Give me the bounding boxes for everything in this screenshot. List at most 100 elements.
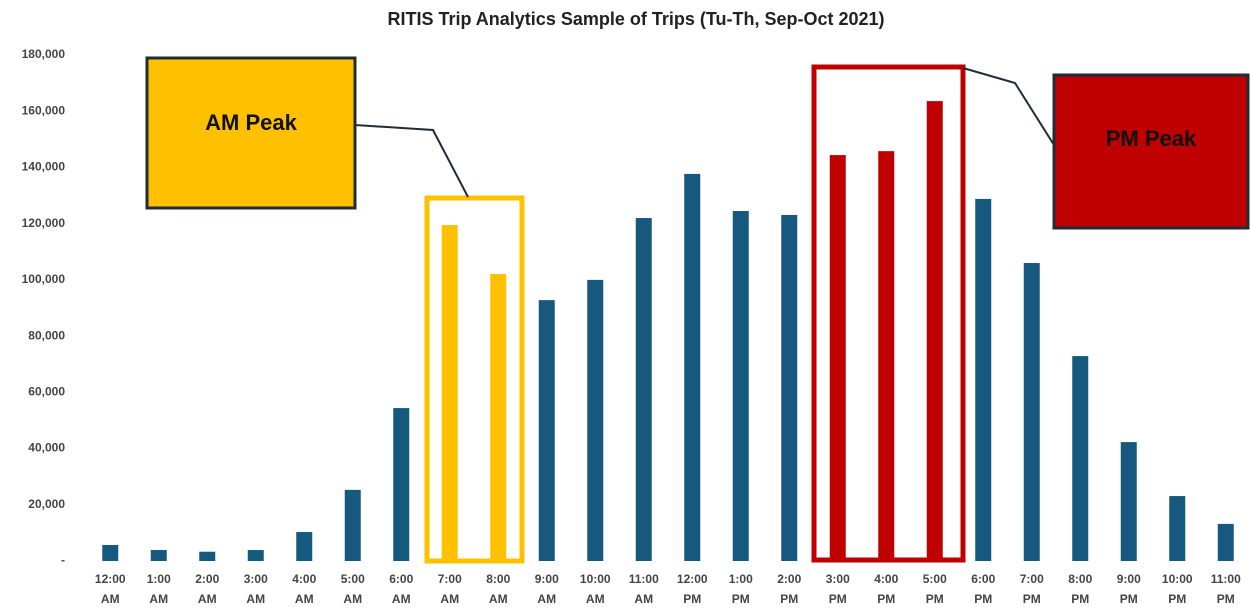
bar (393, 408, 410, 561)
x-tick-line: 7:00 (438, 572, 462, 586)
x-tick-label: 2:00 PM (777, 572, 801, 606)
x-tick-line: PM (683, 592, 701, 606)
bar (247, 550, 264, 561)
x-tick-line: PM (1023, 592, 1041, 606)
x-tick-label: 3:00 PM (826, 572, 850, 606)
bar (1169, 496, 1186, 561)
x-tick-line: AM (295, 592, 314, 606)
x-tick-line: 1:00 (729, 572, 753, 586)
x-tick-line: 10:00 (1162, 572, 1193, 586)
x-tick-label: 5:00 AM (341, 572, 365, 606)
x-tick-label: 12:00 PM (677, 572, 708, 606)
y-tick-label: 120,000 (22, 216, 66, 230)
bar (781, 214, 798, 562)
x-tick-label: 9:00 PM (1117, 572, 1141, 606)
annotation-text: PM Peak (1106, 126, 1197, 151)
x-tick-line: AM (149, 592, 168, 606)
x-tick-line: AM (246, 592, 265, 606)
x-tick-label: 1:00 AM (147, 572, 171, 606)
x-tick-label: 1:00 PM (729, 572, 753, 606)
y-tick-label: 60,000 (28, 385, 65, 399)
x-tick-line: AM (440, 592, 459, 606)
x-tick-line: 12:00 (95, 572, 126, 586)
x-tick-line: AM (101, 592, 120, 606)
x-tick-label: 11:00 AM (629, 572, 659, 606)
x-tick-label: 10:00 PM (1162, 572, 1193, 606)
y-tick-label: 160,000 (22, 103, 66, 117)
bar (296, 532, 313, 561)
bar (441, 225, 458, 562)
x-tick-line: PM (1120, 592, 1138, 606)
x-tick-line: 2:00 (777, 572, 801, 586)
x-tick-line: AM (392, 592, 411, 606)
y-tick-label: 20,000 (28, 497, 65, 511)
x-tick-line: AM (634, 592, 653, 606)
x-tick-label: 10:00 AM (580, 572, 611, 606)
pm-highlight (811, 64, 966, 563)
bar (975, 198, 992, 561)
bar (1023, 263, 1040, 561)
y-tick-label: 180,000 (22, 47, 66, 61)
x-tick-line: AM (489, 592, 508, 606)
bar (102, 544, 119, 561)
x-tick-line: PM (829, 592, 847, 606)
x-tick-line: 2:00 (195, 572, 219, 586)
x-tick-line: 6:00 (389, 572, 413, 586)
leader-line (354, 124, 469, 198)
y-tick-label: 80,000 (28, 328, 65, 342)
bar (199, 551, 216, 561)
x-tick-line: AM (537, 592, 556, 606)
x-tick-line: 4:00 (874, 572, 898, 586)
x-tick-line: AM (586, 592, 605, 606)
x-tick-label: 8:00 PM (1068, 572, 1092, 606)
x-tick-line: PM (926, 592, 944, 606)
x-tick-label: 2:00 AM (195, 572, 219, 606)
am-annotation: AM Peak (145, 56, 525, 564)
bar (587, 279, 604, 561)
x-tick-label: 12:00 AM (95, 572, 126, 606)
bar (878, 151, 895, 561)
bar (490, 273, 507, 561)
x-tick-line: PM (1168, 592, 1186, 606)
bar (1072, 356, 1089, 561)
x-tick-line: 5:00 (341, 572, 365, 586)
bar (538, 300, 555, 561)
x-tick-line: 9:00 (1117, 572, 1141, 586)
bar (344, 489, 361, 561)
x-tick-line: PM (974, 592, 992, 606)
x-tick-line: 12:00 (677, 572, 708, 586)
x-tick-label: 9:00 AM (535, 572, 559, 606)
bar (684, 173, 701, 561)
x-tick-line: 7:00 (1020, 572, 1044, 586)
y-tick-label: 100,000 (22, 272, 66, 286)
bar (1217, 523, 1234, 561)
am-highlight (424, 195, 525, 564)
annotation-box (1052, 73, 1250, 230)
x-tick-label: 5:00 PM (923, 572, 947, 606)
x-tick-line: 3:00 (244, 572, 268, 586)
x-tick-line: 6:00 (971, 572, 995, 586)
y-tick-label: 40,000 (28, 441, 65, 455)
x-tick-line: PM (780, 592, 798, 606)
y-tick-label: - (61, 553, 65, 567)
x-tick-label: 4:00 AM (292, 572, 316, 606)
x-tick-line: 1:00 (147, 572, 171, 586)
x-tick-line: 3:00 (826, 572, 850, 586)
x-tick-line: AM (343, 592, 362, 606)
x-tick-label: 3:00 AM (244, 572, 268, 606)
bar (150, 550, 167, 561)
x-tick-label: 11:00 PM (1211, 572, 1241, 606)
x-tick-line: PM (1071, 592, 1089, 606)
bar (1120, 442, 1137, 561)
x-tick-line: 8:00 (486, 572, 510, 586)
x-tick-line: PM (877, 592, 895, 606)
leader-line (962, 67, 1055, 146)
x-tick-line: PM (1217, 592, 1235, 606)
x-tick-label: 6:00 PM (971, 572, 995, 606)
pm-annotation: PM Peak (811, 64, 1250, 563)
bar (926, 101, 943, 561)
x-tick-label: 7:00 PM (1020, 572, 1044, 606)
x-tick-line: PM (732, 592, 750, 606)
x-tick-line: 9:00 (535, 572, 559, 586)
